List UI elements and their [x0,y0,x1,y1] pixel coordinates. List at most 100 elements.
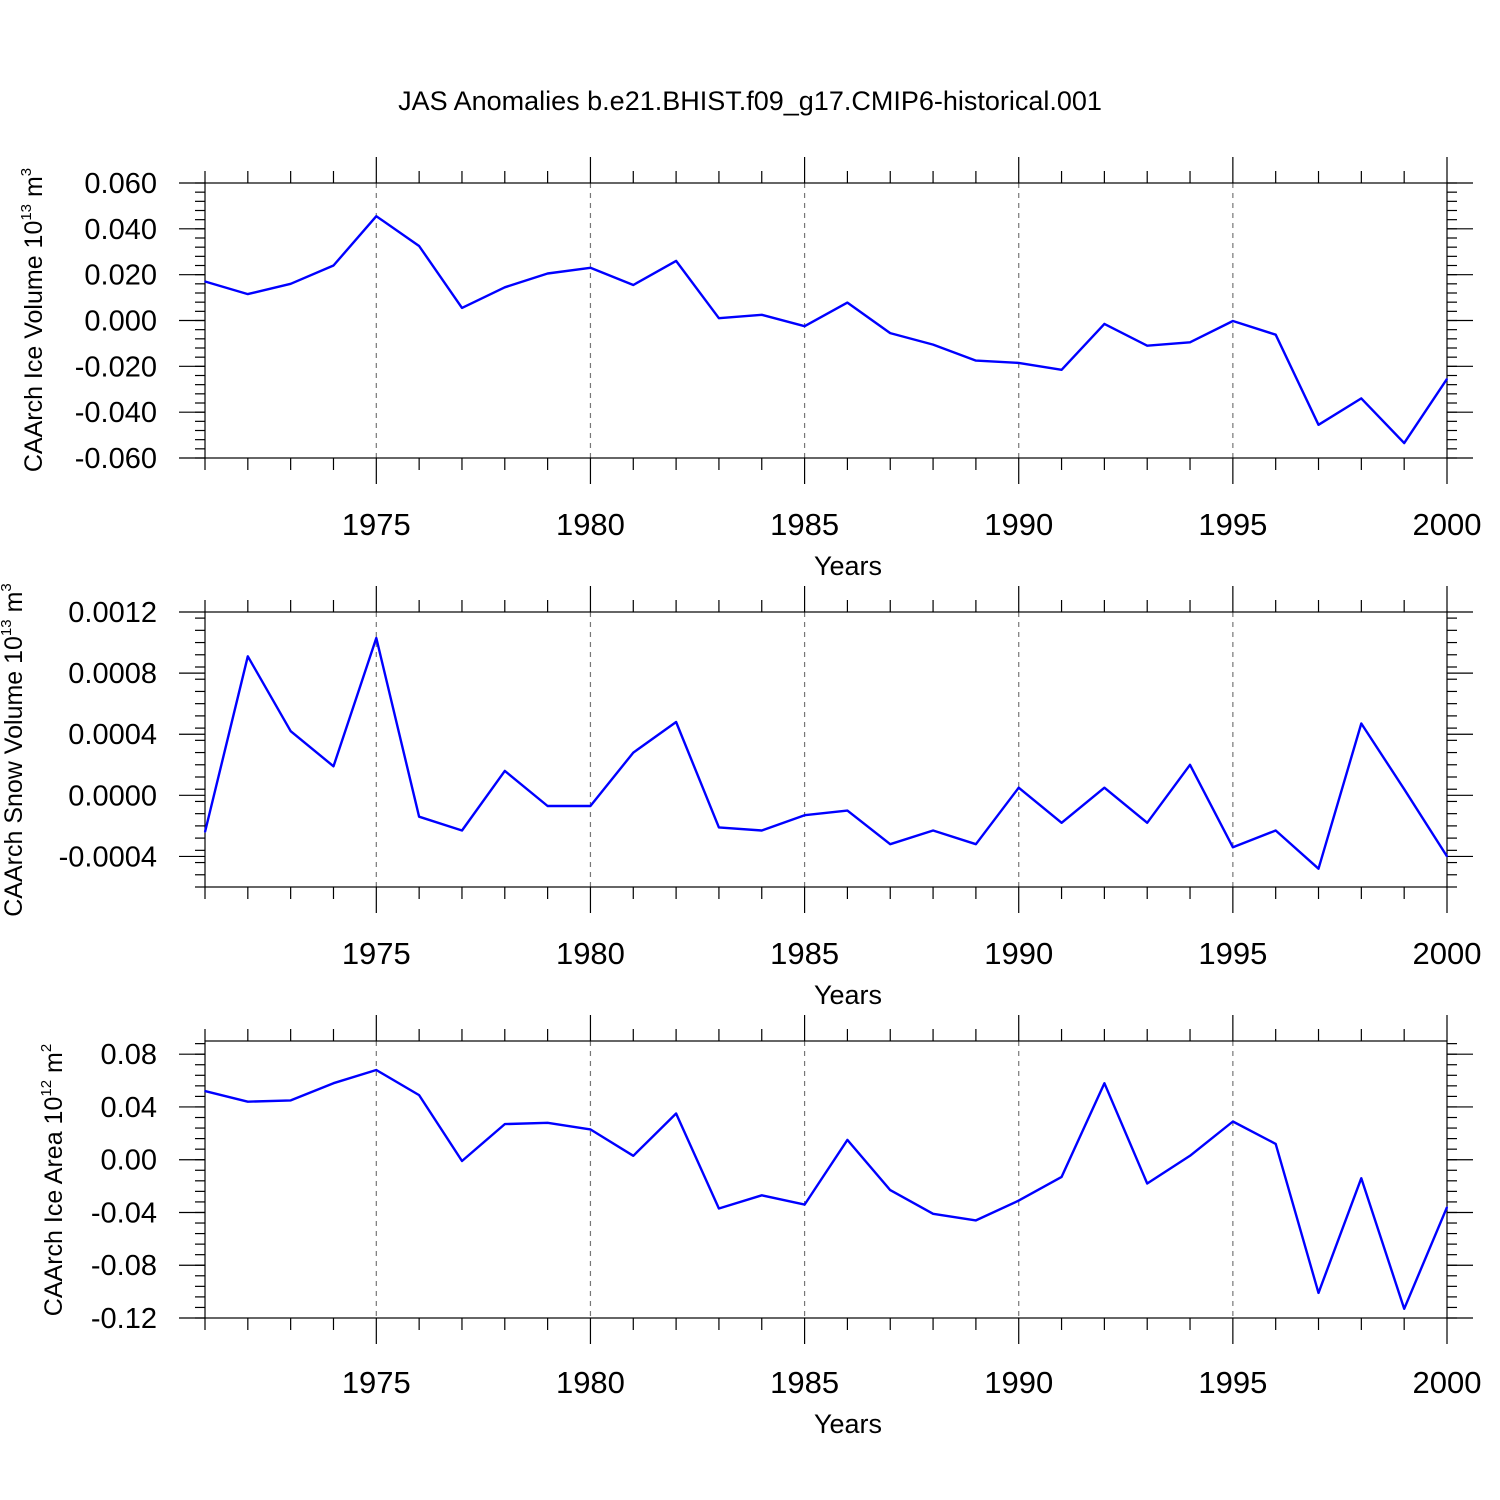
series-line [204,214,1448,445]
x-tick-label: 1980 [556,1365,625,1400]
data-point [846,809,849,812]
y-tick-label: 0.000 [84,306,157,338]
plot-frame [204,1040,1448,1319]
y-axis-label-part: m [20,176,48,204]
data-point [675,721,677,723]
data-point [289,283,292,285]
data-point [1103,1082,1106,1085]
data-point [1403,1307,1405,1310]
data-point [1446,378,1448,380]
data-point [1403,788,1405,791]
x-tick-label: 1985 [770,936,839,971]
data-point [975,359,977,362]
data-point [546,1121,549,1124]
data-point [418,815,420,818]
data-point [932,1212,934,1215]
x-tick-label: 1990 [984,936,1053,971]
data-point [932,343,934,346]
y-tick-label: 0.0000 [68,780,157,812]
data-point [1017,786,1020,789]
y-tick-label: 0.060 [84,168,157,200]
y-tick-label: 0.08 [101,1039,157,1071]
data-point [1232,320,1234,322]
y-axis-label-superscript: 3 [18,168,35,176]
y-axis-label: CAArch Ice Volume 1013 m3 [18,168,48,472]
x-tick-label: 1985 [770,1365,839,1400]
series-line [204,1068,1449,1311]
data-point [204,1090,206,1092]
y-tick-label: -0.12 [91,1303,157,1335]
data-point [289,730,292,732]
data-point [546,805,549,807]
y-tick-label: -0.08 [91,1250,157,1282]
series-line [203,636,1449,870]
data-point [975,843,977,846]
data-point [1017,362,1020,364]
data-point [332,264,335,267]
data-point [589,1128,592,1131]
y-axis-label-part: CAArch Ice Area 10 [40,1097,68,1317]
data-point [247,655,249,658]
plot-frame [204,182,1448,459]
data-point [889,1189,892,1191]
data-point [846,1139,849,1141]
data-point [1189,1154,1191,1157]
data-point [1103,786,1106,789]
data-point [289,1099,292,1102]
y-tick-label: 0.040 [84,214,157,246]
data-point [247,293,249,295]
data-point [1360,1177,1363,1179]
data-point [718,317,720,320]
data-point [1146,822,1149,824]
data-point [975,1219,977,1222]
data-point [760,1194,763,1197]
data-point [803,814,806,816]
data-point [503,1123,506,1125]
data-point [503,770,506,772]
y-tick-label: 0.00 [101,1145,157,1177]
data-point [760,829,763,832]
data-point [1446,1206,1448,1208]
data-point [803,1203,806,1206]
data-point [1446,855,1448,858]
data-point [1232,1120,1234,1123]
data-point [461,307,463,309]
y-axis-label-superscript: 2 [38,1044,55,1052]
data-point [1103,323,1106,325]
y-tick-label: 0.020 [84,260,157,292]
x-tick-label: 2000 [1413,1365,1482,1400]
data-point [1060,822,1063,824]
x-tick-label: 1985 [770,507,839,542]
data-point [418,245,420,247]
x-tick-label: 2000 [1413,936,1482,971]
data-point [1317,867,1320,870]
y-axis-label-part: CAArch Snow Volume 10 [0,636,28,917]
data-point [932,829,934,832]
data-point [1274,829,1277,832]
x-tick-label: 1995 [1198,507,1267,542]
y-axis-label-superscript: 12 [38,1080,55,1097]
y-axis-label-part: CAArch Ice Volume 10 [20,221,48,473]
data-point [332,1082,335,1085]
y-tick-label: -0.040 [75,397,157,429]
y-tick-label: 0.0004 [68,719,157,751]
data-point [1189,341,1191,344]
data-point [1189,763,1191,766]
y-axis-label: CAArch Ice Area 1012 m2 [38,1044,68,1316]
x-axis-label: Years [814,980,882,1010]
figure-title: JAS Anomalies b.e21.BHIST.f09_g17.CMIP6-… [398,86,1102,116]
x-tick-label: 1990 [984,1365,1053,1400]
x-tick-label: 2000 [1413,507,1482,542]
data-point [375,215,378,218]
y-tick-label: -0.04 [91,1197,157,1229]
x-tick-label: 1990 [984,507,1053,542]
data-point [247,1100,249,1103]
data-point [632,1154,635,1157]
x-tick-label: 1975 [342,507,411,542]
y-axis-label-superscript: 13 [0,619,15,636]
chart-panel-2: -0.0004 0.0000 0.0004 0.0008 0.0012 1975 1980 1… [0,583,1481,1010]
y-axis-label-part: m [0,592,28,620]
data-point [1403,442,1405,444]
data-point [589,266,592,269]
